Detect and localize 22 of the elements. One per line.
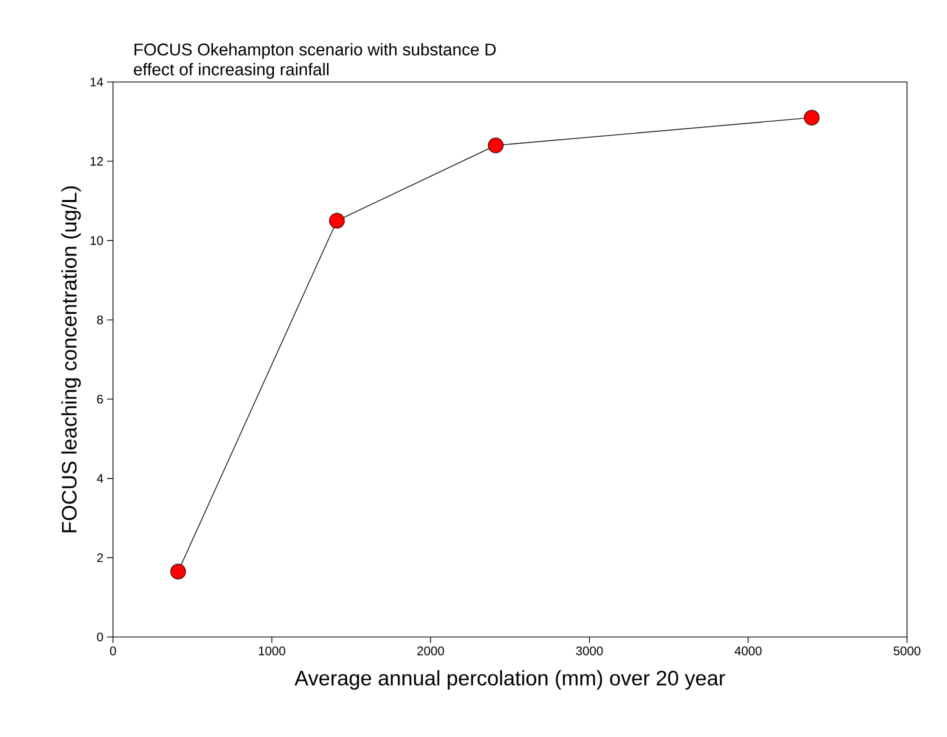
- x-tick-label: 3000: [576, 646, 603, 656]
- y-tick-label: 12: [90, 156, 103, 166]
- chart-subtitle: effect of increasing rainfall: [134, 63, 328, 79]
- y-tick-label: 0: [97, 632, 103, 642]
- y-axis-title: FOCUS leaching concentration (ug/L): [61, 186, 81, 532]
- y-tick-label: 14: [90, 78, 104, 86]
- y-tick-label: 2: [97, 553, 103, 562]
- y-tick-label: 8: [97, 315, 103, 324]
- x-tick-label: 5000: [894, 646, 920, 656]
- point: [488, 138, 504, 154]
- point: [170, 564, 186, 580]
- y-tick-label: 10: [90, 236, 103, 245]
- x-tick-label: 0: [110, 646, 116, 656]
- x-axis-title: Average annual percolation (mm) over 20 year: [294, 670, 726, 690]
- chart-title: FOCUS Okehampton scenario with substance D: [134, 43, 496, 59]
- y-tick-label: 4: [96, 474, 104, 483]
- x-tick-label: 2000: [417, 646, 444, 656]
- point: [804, 110, 820, 126]
- y-tick-label: 6: [97, 394, 103, 404]
- point: [329, 212, 345, 229]
- x-tick-label: 1000: [258, 646, 286, 656]
- x-tick-label: 4000: [734, 646, 762, 656]
